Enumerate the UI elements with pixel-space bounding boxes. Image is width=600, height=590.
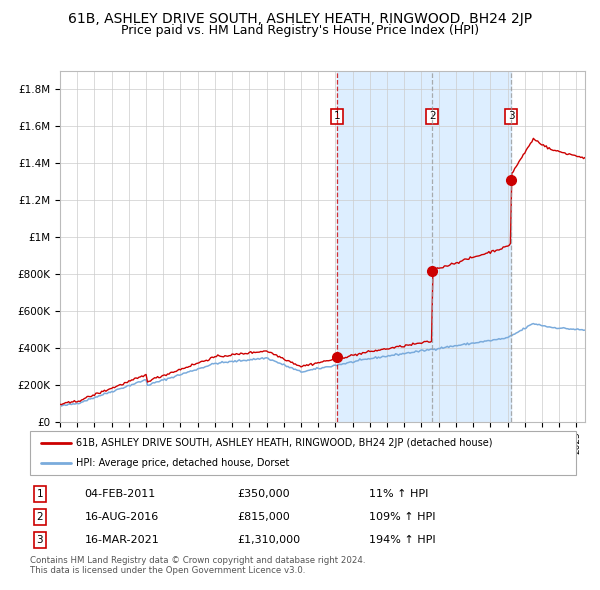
Text: 1: 1 [334,112,340,122]
Text: 2: 2 [429,112,436,122]
Text: 61B, ASHLEY DRIVE SOUTH, ASHLEY HEATH, RINGWOOD, BH24 2JP (detached house): 61B, ASHLEY DRIVE SOUTH, ASHLEY HEATH, R… [76,438,493,448]
Text: 2: 2 [37,512,43,522]
Text: Price paid vs. HM Land Registry's House Price Index (HPI): Price paid vs. HM Land Registry's House … [121,24,479,37]
Text: 16-MAR-2021: 16-MAR-2021 [85,535,160,545]
Text: HPI: Average price, detached house, Dorset: HPI: Average price, detached house, Dors… [76,458,290,468]
Text: 3: 3 [37,535,43,545]
Text: 3: 3 [508,112,514,122]
Text: 109% ↑ HPI: 109% ↑ HPI [368,512,435,522]
Text: 11% ↑ HPI: 11% ↑ HPI [368,489,428,499]
Text: £1,310,000: £1,310,000 [238,535,301,545]
Bar [337,71,511,422]
Text: 16-AUG-2016: 16-AUG-2016 [85,512,159,522]
Text: £350,000: £350,000 [238,489,290,499]
Text: £815,000: £815,000 [238,512,290,522]
Text: 194% ↑ HPI: 194% ↑ HPI [368,535,435,545]
Text: 04-FEB-2011: 04-FEB-2011 [85,489,156,499]
Text: 1: 1 [37,489,43,499]
Text: Contains HM Land Registry data © Crown copyright and database right 2024.
This d: Contains HM Land Registry data © Crown c… [30,556,365,575]
Text: 61B, ASHLEY DRIVE SOUTH, ASHLEY HEATH, RINGWOOD, BH24 2JP: 61B, ASHLEY DRIVE SOUTH, ASHLEY HEATH, R… [68,12,532,26]
